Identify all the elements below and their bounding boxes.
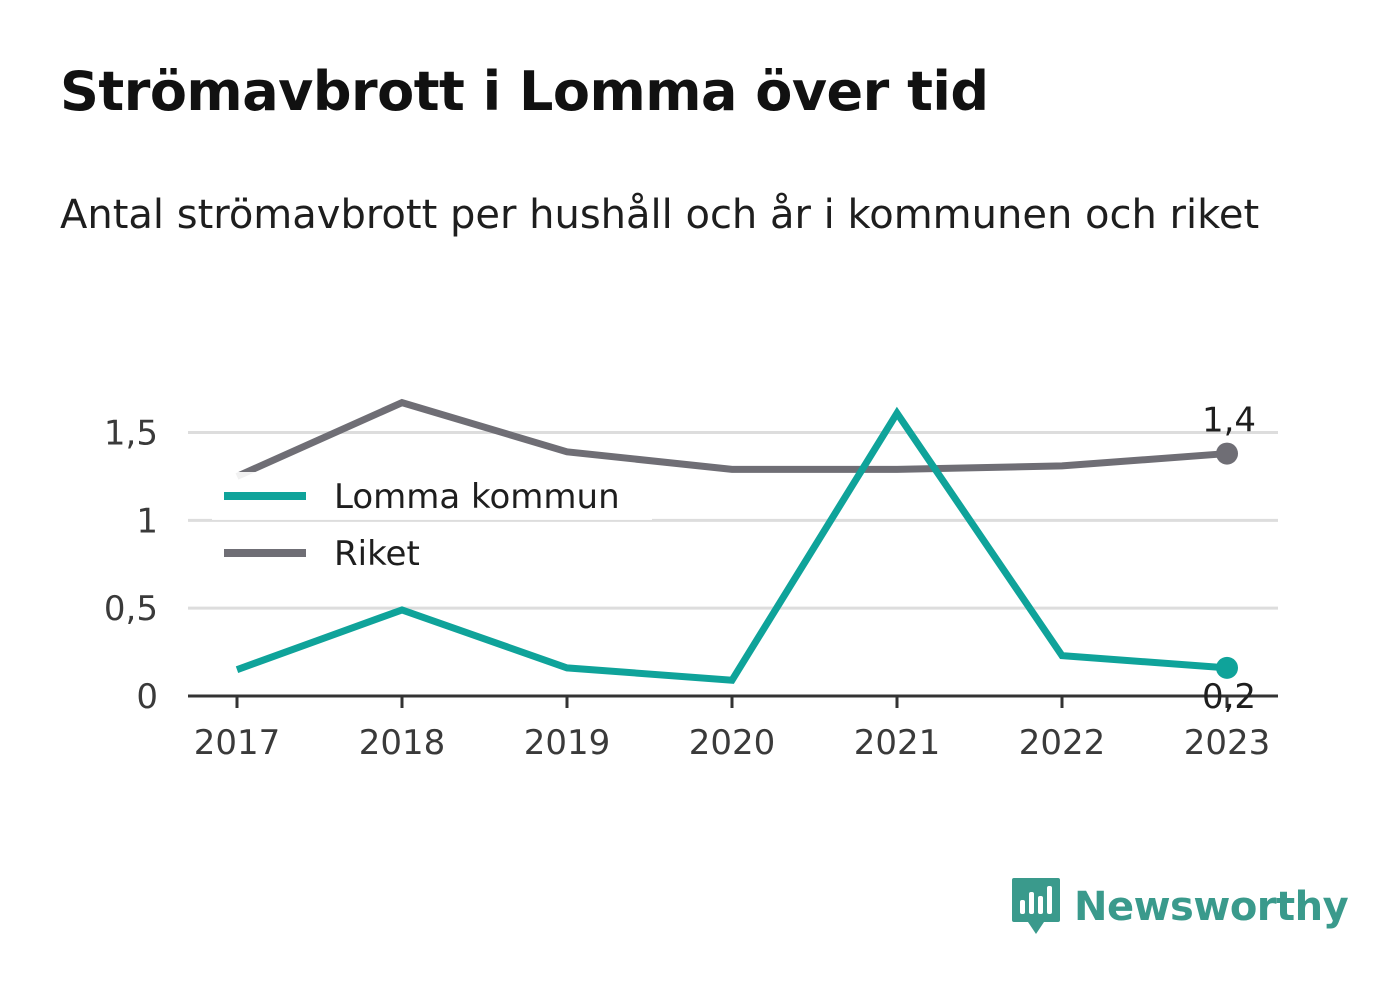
end-point-marker	[1216, 656, 1238, 679]
y-tick-label: 0,5	[104, 589, 158, 629]
brand-name: Newsworthy	[1074, 884, 1349, 930]
x-tick-label: 2022	[1019, 723, 1106, 763]
bar-chart-speech-bubble-icon	[1012, 878, 1060, 934]
y-tick-label: 1,5	[104, 413, 158, 453]
x-tick-label: 2021	[854, 723, 941, 763]
series-line-lomma-kommun	[235, 406, 1228, 684]
x-axis	[188, 694, 1278, 708]
x-tick-label: 2020	[689, 723, 776, 763]
x-axis-tick-labels: 2017 2018 2019 2020 2021 2022 2023	[194, 723, 1271, 763]
y-tick-label: 0	[136, 677, 158, 717]
chart-subtitle: Antal strömavbrott per hushåll och år i …	[60, 192, 1260, 238]
end-point-marker	[1216, 442, 1238, 465]
newsworthy-logo: Newsworthy	[1010, 876, 1349, 938]
legend: Lomma kommun Riket	[212, 472, 652, 574]
y-tick-label: 1	[136, 501, 158, 541]
x-tick-label: 2019	[524, 723, 611, 763]
legend-label: Riket	[334, 534, 420, 574]
grid-lines	[188, 430, 1278, 610]
end-value-label: 0,2	[1202, 677, 1256, 717]
end-value-label: 1,4	[1202, 401, 1256, 441]
x-tick-label: 2017	[194, 723, 281, 763]
legend-label: Lomma kommun	[334, 477, 620, 517]
end-value-labels: 0,2 1,4	[1202, 401, 1256, 717]
x-tick-label: 2018	[359, 723, 446, 763]
x-tick-label: 2023	[1184, 723, 1271, 763]
series-lines	[235, 398, 1238, 684]
series-line-riket	[235, 398, 1228, 480]
y-axis-tick-labels: 0 0,5 1 1,5	[104, 413, 158, 717]
chart-title: Strömavbrott i Lomma över tid	[60, 60, 989, 123]
